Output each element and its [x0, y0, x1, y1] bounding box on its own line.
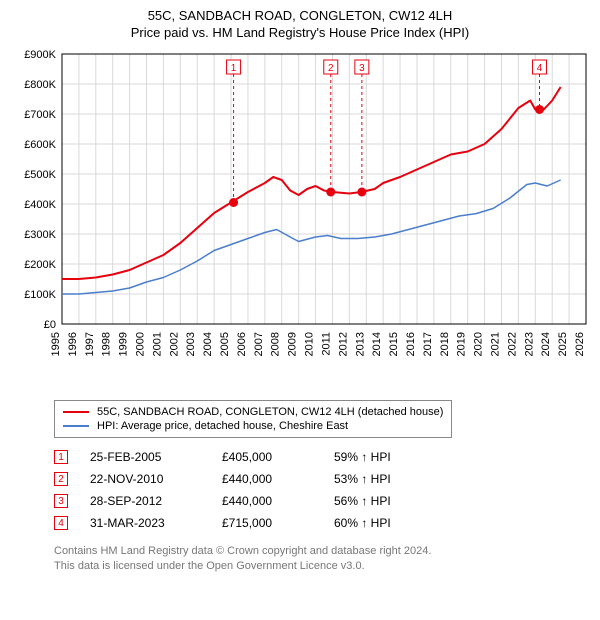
- event-marker-icon: 3: [54, 494, 68, 508]
- svg-text:£800K: £800K: [24, 79, 56, 91]
- svg-text:4: 4: [537, 63, 543, 74]
- svg-text:£100K: £100K: [24, 289, 56, 301]
- svg-text:2002: 2002: [168, 332, 180, 356]
- svg-text:2022: 2022: [506, 332, 518, 356]
- legend-label: 55C, SANDBACH ROAD, CONGLETON, CW12 4LH …: [97, 406, 443, 418]
- event-date: 25-FEB-2005: [90, 450, 200, 464]
- event-date: 22-NOV-2010: [90, 472, 200, 486]
- legend: 55C, SANDBACH ROAD, CONGLETON, CW12 4LH …: [54, 400, 452, 438]
- event-row: 3 28-SEP-2012 £440,000 56% ↑ HPI: [54, 490, 590, 512]
- svg-text:2016: 2016: [405, 332, 417, 356]
- event-row: 1 25-FEB-2005 £405,000 59% ↑ HPI: [54, 446, 590, 468]
- svg-text:2: 2: [328, 63, 334, 74]
- svg-text:£0: £0: [44, 319, 56, 331]
- event-hpi: 60% ↑ HPI: [334, 516, 434, 530]
- footer-attribution: Contains HM Land Registry data © Crown c…: [54, 544, 590, 574]
- svg-text:2003: 2003: [185, 332, 197, 356]
- event-price: £440,000: [222, 494, 312, 508]
- event-hpi: 59% ↑ HPI: [334, 450, 434, 464]
- svg-text:1995: 1995: [50, 332, 62, 356]
- svg-text:2025: 2025: [557, 332, 569, 356]
- svg-text:2007: 2007: [253, 332, 265, 356]
- svg-text:£900K: £900K: [24, 49, 56, 61]
- svg-text:2011: 2011: [320, 332, 332, 356]
- legend-item: 55C, SANDBACH ROAD, CONGLETON, CW12 4LH …: [63, 405, 443, 419]
- svg-text:3: 3: [359, 63, 365, 74]
- svg-text:£500K: £500K: [24, 169, 56, 181]
- svg-text:£600K: £600K: [24, 139, 56, 151]
- event-row: 4 31-MAR-2023 £715,000 60% ↑ HPI: [54, 512, 590, 534]
- event-hpi: 53% ↑ HPI: [334, 472, 434, 486]
- footer-line1: Contains HM Land Registry data © Crown c…: [54, 544, 590, 559]
- event-date: 28-SEP-2012: [90, 494, 200, 508]
- event-price: £440,000: [222, 472, 312, 486]
- legend-item: HPI: Average price, detached house, Ches…: [63, 419, 443, 433]
- event-marker-icon: 2: [54, 472, 68, 486]
- svg-text:2012: 2012: [337, 332, 349, 356]
- svg-text:2024: 2024: [540, 332, 552, 356]
- svg-text:1997: 1997: [84, 332, 96, 356]
- svg-text:2005: 2005: [219, 332, 231, 356]
- chart: £0 £100K £200K £300K £400K £500K £600K £700K £80…: [10, 46, 590, 386]
- svg-text:2014: 2014: [371, 332, 383, 356]
- svg-text:£400K: £400K: [24, 199, 56, 211]
- event-price: £405,000: [222, 450, 312, 464]
- svg-text:2018: 2018: [439, 332, 451, 356]
- event-row: 2 22-NOV-2010 £440,000 53% ↑ HPI: [54, 468, 590, 490]
- event-hpi: 56% ↑ HPI: [334, 494, 434, 508]
- svg-text:2009: 2009: [287, 332, 299, 356]
- footer-line2: This data is licensed under the Open Gov…: [54, 559, 590, 574]
- svg-text:2008: 2008: [270, 332, 282, 356]
- svg-text:2017: 2017: [422, 332, 434, 356]
- event-date: 31-MAR-2023: [90, 516, 200, 530]
- svg-text:2001: 2001: [151, 332, 163, 356]
- svg-text:2020: 2020: [473, 332, 485, 356]
- page-subtitle: Price paid vs. HM Land Registry's House …: [10, 25, 590, 40]
- svg-text:2019: 2019: [456, 332, 468, 356]
- legend-swatch: [63, 425, 89, 427]
- svg-text:£300K: £300K: [24, 229, 56, 241]
- svg-text:£700K: £700K: [24, 109, 56, 121]
- svg-text:1: 1: [231, 63, 237, 74]
- svg-text:1999: 1999: [118, 332, 130, 356]
- svg-text:£200K: £200K: [24, 259, 56, 271]
- svg-text:2023: 2023: [523, 332, 535, 356]
- svg-text:2006: 2006: [236, 332, 248, 356]
- svg-text:2010: 2010: [304, 332, 316, 356]
- svg-text:1996: 1996: [67, 332, 79, 356]
- svg-text:2004: 2004: [202, 332, 214, 356]
- legend-swatch: [63, 411, 89, 413]
- svg-text:2000: 2000: [135, 332, 147, 356]
- event-marker-icon: 4: [54, 516, 68, 530]
- svg-text:1998: 1998: [101, 332, 113, 356]
- events-table: 1 25-FEB-2005 £405,000 59% ↑ HPI 2 22-NOV-201…: [54, 446, 590, 534]
- event-marker-icon: 1: [54, 450, 68, 464]
- legend-label: HPI: Average price, detached house, Ches…: [97, 420, 348, 432]
- svg-text:2026: 2026: [574, 332, 586, 356]
- event-price: £715,000: [222, 516, 312, 530]
- page-title: 55C, SANDBACH ROAD, CONGLETON, CW12 4LH: [10, 8, 590, 23]
- svg-text:2015: 2015: [388, 332, 400, 356]
- svg-text:2021: 2021: [489, 332, 501, 356]
- svg-text:2013: 2013: [354, 332, 366, 356]
